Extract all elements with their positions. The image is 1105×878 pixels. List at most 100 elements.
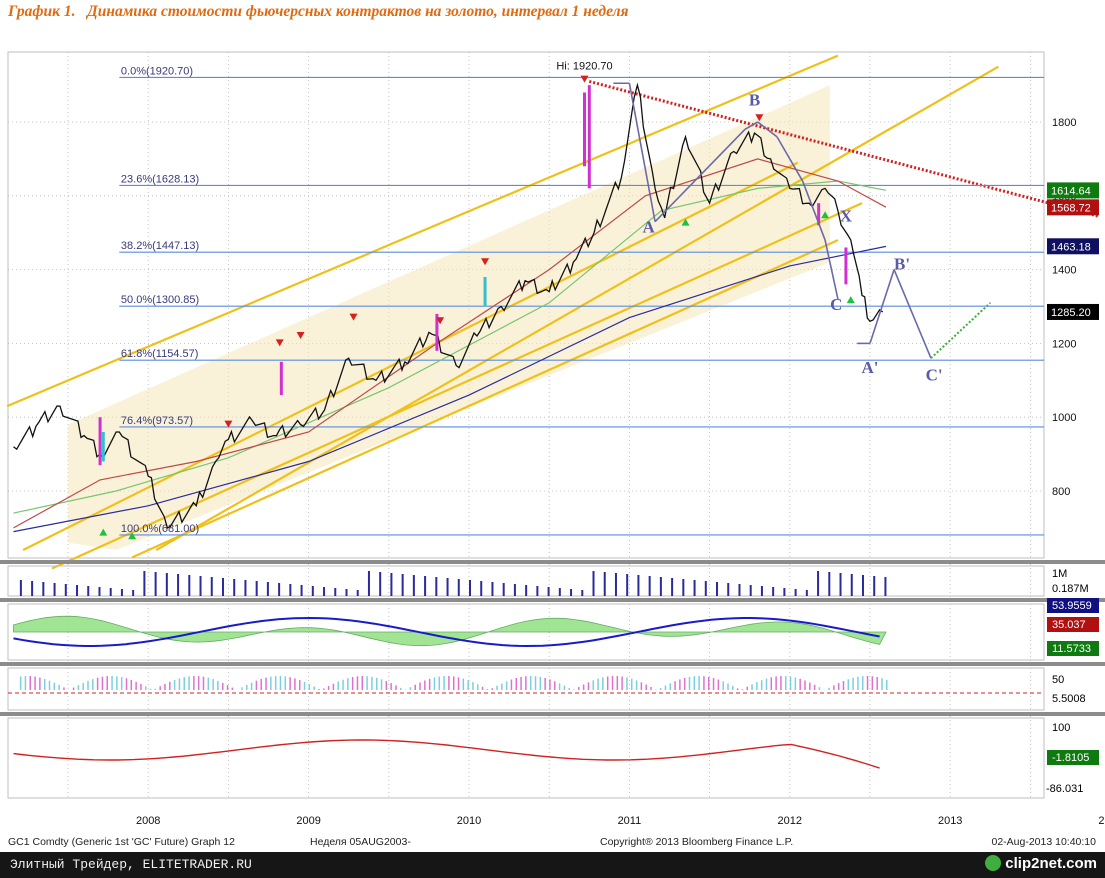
year-tick-label: 2009	[296, 815, 320, 827]
momentum-bar	[400, 687, 402, 690]
projection-segment	[869, 269, 895, 344]
volume-bar	[704, 581, 707, 596]
volume-bar	[367, 571, 370, 596]
momentum-bar	[491, 688, 493, 690]
sell-signal-marker	[580, 75, 589, 83]
channel-bands	[6, 54, 1099, 570]
momentum-bar	[371, 676, 373, 690]
volume-bar	[558, 588, 561, 596]
momentum-bar	[616, 676, 619, 690]
indicator-panel-frame	[7, 667, 1045, 711]
panel-value-label: 0.187M	[1052, 583, 1089, 595]
footer-bar: Элитный Трейдер, ELITETRADER.RU clip2net…	[0, 852, 1105, 878]
momentum-bar	[289, 677, 291, 690]
momentum-bar	[871, 676, 874, 690]
momentum-bar	[356, 676, 359, 690]
volume-bar	[457, 579, 460, 596]
volume-bar	[502, 583, 505, 596]
momentum-bar	[515, 678, 518, 690]
panel-separator	[0, 712, 1105, 716]
wave-label: A	[643, 218, 656, 237]
momentum-bar	[602, 677, 604, 690]
volume-bar	[109, 588, 112, 596]
momentum-bar	[679, 679, 681, 690]
volume-bar	[772, 587, 775, 596]
momentum-bar	[183, 677, 185, 690]
footer-site-label: Элитный Трейдер, ELITETRADER.RU	[10, 857, 252, 872]
momentum-bar	[467, 680, 469, 690]
momentum-bar	[770, 677, 773, 690]
projection-segment	[776, 136, 804, 182]
momentum-bar	[741, 689, 744, 690]
momentum-bar	[428, 678, 431, 690]
channel-line	[6, 54, 839, 408]
bottom-indicator-line	[13, 739, 880, 769]
momentum-bar	[217, 680, 219, 690]
panel-separator	[0, 598, 1105, 602]
volume-bar	[592, 571, 595, 596]
moving-average-line	[13, 180, 887, 514]
oscillator-line	[13, 616, 880, 648]
momentum-bar	[760, 680, 763, 690]
fib-label: 61.8%(1154.57)	[121, 348, 198, 360]
volume-bar	[536, 586, 539, 596]
momentum-bar	[462, 678, 465, 690]
volume-bar	[19, 580, 22, 596]
momentum-bar	[308, 684, 311, 690]
momentum-bar	[116, 676, 118, 690]
momentum-bar	[135, 681, 137, 690]
trend-channel-band	[68, 85, 830, 551]
momentum-bar	[520, 676, 522, 690]
momentum-bar	[221, 682, 224, 690]
price-tag	[1047, 199, 1099, 216]
panel-separator	[0, 662, 1105, 666]
volume-bar	[390, 573, 393, 596]
sell-signal-marker	[275, 339, 284, 347]
sell-signal-marker	[436, 317, 445, 325]
volume-bar	[637, 575, 640, 596]
momentum-bar	[390, 683, 392, 690]
momentum-bar	[852, 677, 854, 690]
momentum-bar	[659, 688, 662, 690]
price-tag-label: 1285.20	[1051, 307, 1091, 319]
momentum-bar	[573, 689, 575, 690]
momentum-bar	[650, 686, 652, 690]
volume-bar	[379, 572, 382, 596]
momentum-bar	[496, 685, 498, 690]
volume-bar	[469, 580, 471, 596]
panel-value-label: 50	[1052, 674, 1064, 686]
momentum-bar	[43, 678, 46, 690]
moving-averages	[13, 158, 887, 533]
momentum-bar	[274, 676, 277, 690]
volume-bar	[884, 577, 887, 596]
momentum-bar	[178, 678, 181, 690]
indicator-panel-frame	[7, 603, 1045, 661]
chart-copyright-label: Copyright® 2013 Bloomberg Finance L.P.	[600, 836, 793, 848]
volume-bar	[446, 578, 449, 596]
volume-bar	[491, 582, 494, 596]
momentum-bar	[241, 687, 243, 690]
momentum-bar	[794, 677, 797, 690]
moving-average-line	[13, 245, 887, 533]
momentum-bar	[809, 682, 811, 690]
price-tick-label: 1400	[1052, 265, 1076, 277]
momentum-bar	[58, 684, 60, 690]
momentum-bar	[246, 684, 248, 690]
fib-label: 50.0%(1300.85)	[121, 294, 199, 306]
momentum-bar	[323, 688, 325, 690]
momentum-bar	[481, 686, 484, 690]
momentum-bar	[303, 681, 306, 690]
momentum-bar	[154, 688, 157, 690]
projection-segment	[628, 83, 656, 222]
panel-value-label: 1M	[1052, 568, 1067, 580]
projection-segment	[824, 239, 839, 300]
momentum-bar	[842, 681, 845, 690]
momentum-bar	[197, 676, 200, 690]
volume-bar	[749, 585, 752, 596]
volume-bar	[525, 585, 528, 596]
momentum-bar	[361, 676, 364, 690]
momentum-bar	[144, 686, 147, 690]
momentum-bar	[419, 682, 421, 690]
volume-bar	[794, 589, 797, 596]
volume-bar	[334, 588, 337, 596]
